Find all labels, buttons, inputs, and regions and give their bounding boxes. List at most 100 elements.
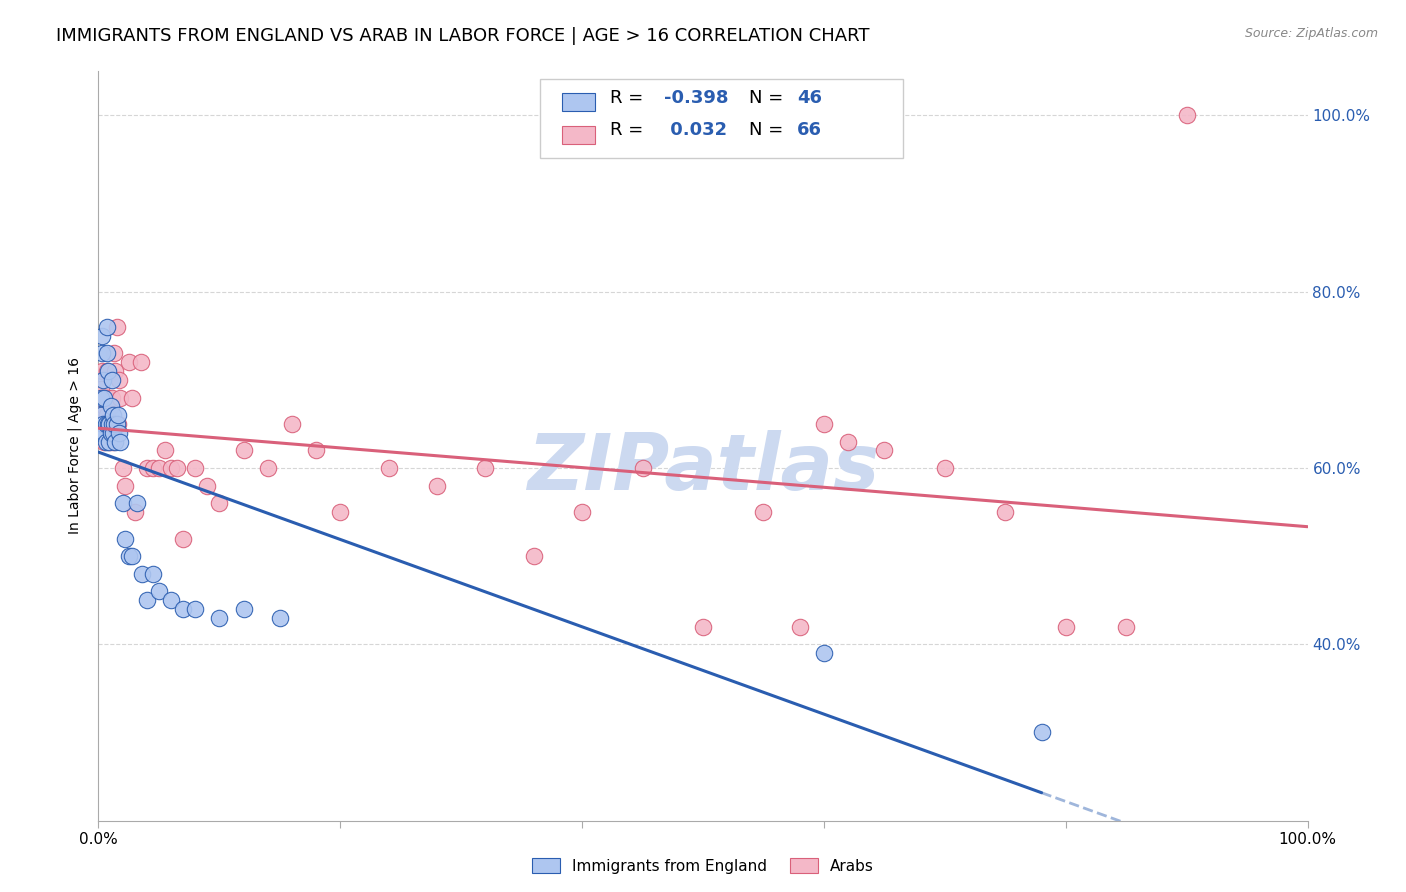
Text: 66: 66 (797, 120, 823, 139)
FancyBboxPatch shape (561, 94, 595, 112)
Point (329, 505, 352, 519)
Text: R =: R = (610, 120, 650, 139)
Point (91, 364, 114, 378)
Point (571, 505, 593, 519)
Point (1175, 108, 1198, 122)
Point (148, 461, 170, 475)
Point (100, 425, 122, 440)
Point (90, 417, 112, 431)
Point (118, 549, 141, 564)
Point (124, 505, 146, 519)
Point (100, 425, 122, 440)
Point (98, 417, 121, 431)
Point (281, 417, 304, 431)
Point (166, 461, 188, 475)
Point (148, 584, 170, 599)
Point (91, 328, 114, 343)
Point (91, 408, 114, 422)
Point (1031, 725, 1053, 739)
Point (232, 602, 254, 616)
Point (96, 320, 118, 334)
Text: 46: 46 (797, 88, 823, 106)
Point (631, 461, 654, 475)
Point (98, 417, 121, 431)
Point (813, 646, 835, 660)
Point (103, 417, 125, 431)
Point (96, 346, 118, 360)
Point (184, 602, 207, 616)
Point (752, 505, 775, 519)
Point (97, 391, 120, 405)
Point (89, 425, 111, 440)
Point (100, 373, 122, 387)
Text: -0.398: -0.398 (664, 88, 728, 106)
Point (93, 391, 115, 405)
Point (426, 478, 449, 492)
Point (97, 417, 120, 431)
Point (121, 391, 143, 405)
Point (129, 355, 152, 369)
Point (89, 391, 111, 405)
Point (108, 391, 131, 405)
Point (474, 461, 496, 475)
Point (111, 461, 134, 475)
Point (100, 417, 122, 431)
Point (107, 408, 129, 422)
FancyBboxPatch shape (540, 78, 903, 158)
Point (377, 461, 399, 475)
Point (172, 602, 194, 616)
Text: ZIPatlas: ZIPatlas (527, 431, 879, 507)
Point (118, 355, 141, 369)
Point (142, 461, 165, 475)
Point (114, 478, 136, 492)
Text: N =: N = (749, 120, 789, 139)
Point (789, 620, 811, 634)
FancyBboxPatch shape (561, 126, 595, 144)
Point (104, 364, 127, 378)
Point (90, 408, 112, 422)
Point (98, 434, 121, 449)
Point (101, 434, 124, 449)
Point (101, 425, 124, 440)
Point (100, 400, 122, 414)
Point (160, 593, 183, 607)
Point (1054, 620, 1077, 634)
Text: IMMIGRANTS FROM ENGLAND VS ARAB IN LABOR FORCE | AGE > 16 CORRELATION CHART: IMMIGRANTS FROM ENGLAND VS ARAB IN LABOR… (56, 27, 870, 45)
Point (91, 391, 114, 405)
Point (98, 434, 121, 449)
Point (135, 593, 157, 607)
Point (692, 620, 714, 634)
Point (94, 417, 117, 431)
Point (994, 505, 1017, 519)
Point (195, 478, 218, 492)
Point (305, 443, 328, 458)
Point (153, 443, 176, 458)
Text: R =: R = (610, 88, 650, 106)
Point (101, 408, 124, 422)
Legend: Immigrants from England, Arabs: Immigrants from England, Arabs (526, 852, 880, 880)
Point (100, 400, 122, 414)
Point (837, 434, 859, 449)
Point (91, 417, 114, 431)
Point (208, 611, 231, 625)
Point (114, 532, 136, 546)
Text: Source: ZipAtlas.com: Source: ZipAtlas.com (1244, 27, 1378, 40)
Point (94, 391, 117, 405)
Point (135, 461, 157, 475)
Point (127, 496, 149, 510)
Point (208, 496, 231, 510)
Point (108, 425, 131, 440)
Point (90, 391, 112, 405)
Point (90, 382, 112, 396)
Point (111, 496, 134, 510)
Point (91, 373, 114, 387)
Point (97, 364, 120, 378)
Point (160, 461, 183, 475)
Point (269, 611, 291, 625)
Point (91, 346, 114, 360)
Point (96, 408, 118, 422)
Point (93, 400, 115, 414)
Point (104, 434, 127, 449)
Point (97, 417, 120, 431)
Point (813, 417, 835, 431)
